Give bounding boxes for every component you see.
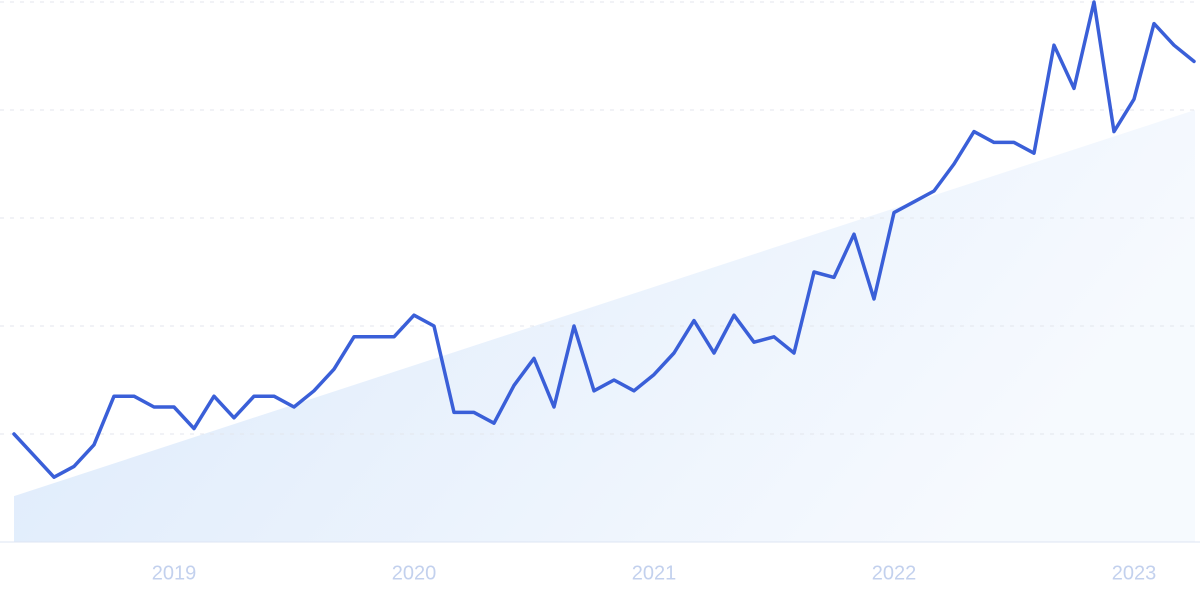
x-tick-label: 2022 <box>872 562 917 584</box>
x-tick-label: 2023 <box>1112 562 1157 584</box>
x-tick-label: 2021 <box>632 562 677 584</box>
trend-line <box>12 0 1196 479</box>
x-tick-label: 2019 <box>152 562 197 584</box>
x-tick-label: 2020 <box>392 562 437 584</box>
trend-area <box>14 110 1195 542</box>
